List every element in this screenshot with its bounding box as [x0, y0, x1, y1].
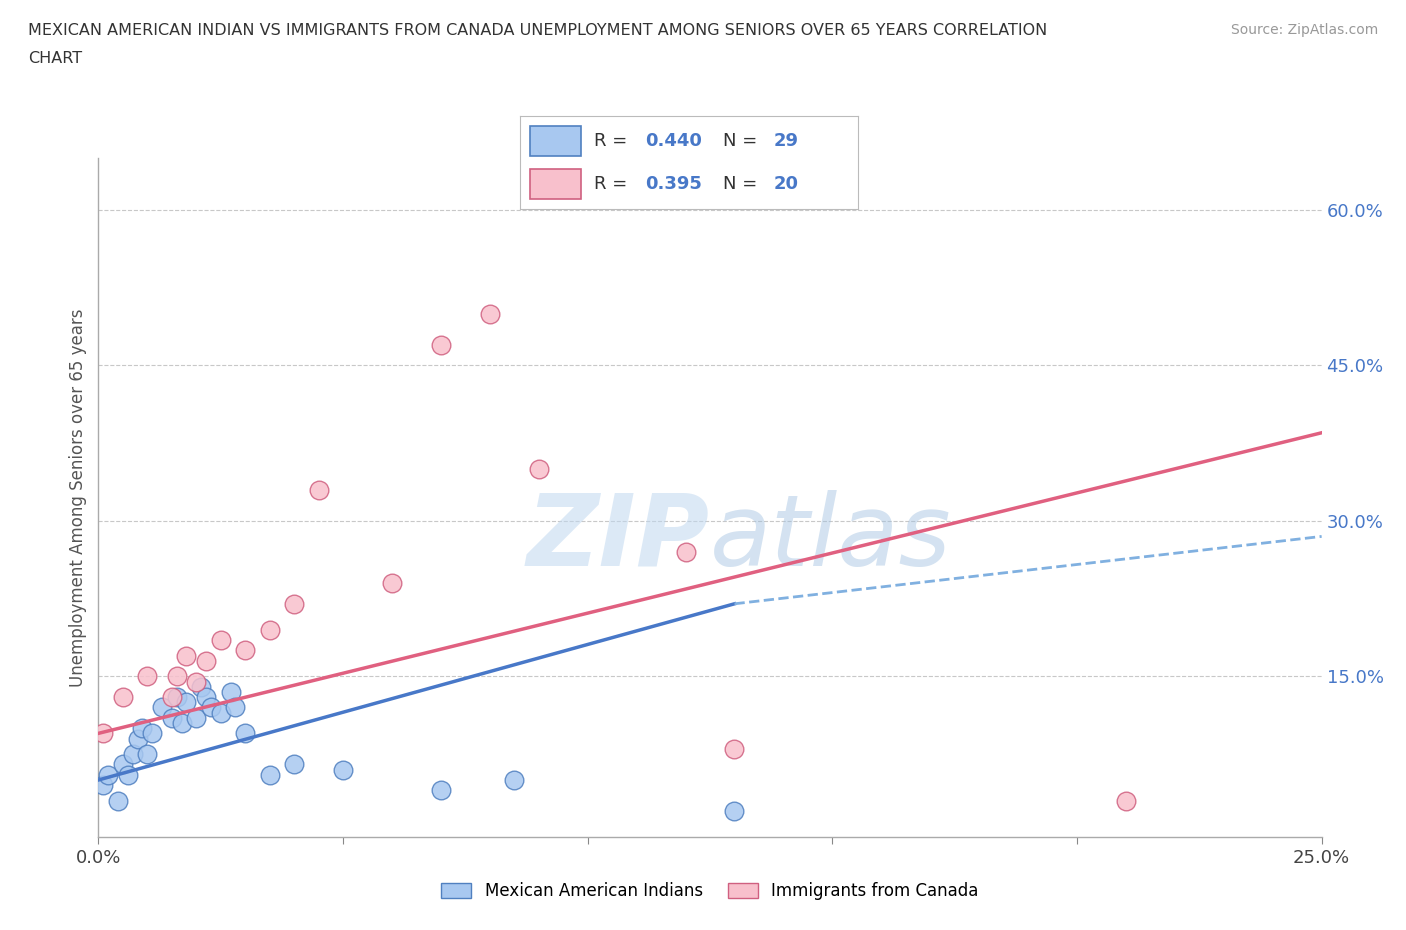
FancyBboxPatch shape — [530, 169, 581, 199]
Point — [219, 684, 242, 699]
Point — [190, 679, 212, 694]
Point — [200, 700, 222, 715]
Point — [136, 669, 159, 684]
Point — [107, 793, 129, 808]
Point — [195, 654, 218, 669]
Legend: Mexican American Indians, Immigrants from Canada: Mexican American Indians, Immigrants fro… — [434, 875, 986, 907]
FancyBboxPatch shape — [530, 126, 581, 156]
Point — [1115, 793, 1137, 808]
Text: MEXICAN AMERICAN INDIAN VS IMMIGRANTS FROM CANADA UNEMPLOYMENT AMONG SENIORS OVE: MEXICAN AMERICAN INDIAN VS IMMIGRANTS FR… — [28, 23, 1047, 38]
Point — [283, 757, 305, 772]
Point — [121, 747, 143, 762]
Text: 20: 20 — [773, 175, 799, 193]
Point — [675, 545, 697, 560]
Point — [160, 690, 183, 705]
Point — [111, 690, 134, 705]
Point — [150, 700, 173, 715]
Point — [503, 773, 526, 788]
Point — [308, 483, 330, 498]
Point — [160, 711, 183, 725]
Point — [209, 632, 232, 647]
Point — [166, 669, 188, 684]
Text: 0.395: 0.395 — [645, 175, 702, 193]
Point — [381, 576, 404, 591]
Text: atlas: atlas — [710, 490, 952, 587]
Point — [233, 643, 256, 658]
Point — [195, 690, 218, 705]
Text: CHART: CHART — [28, 51, 82, 66]
Point — [723, 804, 745, 818]
Point — [141, 726, 163, 741]
Point — [527, 461, 550, 476]
Point — [117, 767, 139, 782]
Point — [723, 741, 745, 756]
Point — [186, 674, 208, 689]
Point — [170, 715, 193, 730]
Point — [332, 763, 354, 777]
Point — [186, 711, 208, 725]
Point — [176, 695, 198, 710]
Text: R =: R = — [595, 132, 634, 151]
Point — [259, 622, 281, 637]
Text: N =: N = — [723, 175, 762, 193]
Point — [478, 306, 501, 321]
Point — [283, 596, 305, 611]
Text: 29: 29 — [773, 132, 799, 151]
Text: 0.440: 0.440 — [645, 132, 702, 151]
Y-axis label: Unemployment Among Seniors over 65 years: Unemployment Among Seniors over 65 years — [69, 309, 87, 686]
Text: N =: N = — [723, 132, 762, 151]
Point — [127, 731, 149, 746]
Point — [166, 690, 188, 705]
Text: Source: ZipAtlas.com: Source: ZipAtlas.com — [1230, 23, 1378, 37]
Point — [136, 747, 159, 762]
Point — [176, 648, 198, 663]
Point — [430, 783, 453, 798]
Text: ZIP: ZIP — [527, 490, 710, 587]
Point — [233, 726, 256, 741]
Point — [209, 705, 232, 720]
Point — [91, 777, 114, 792]
Point — [131, 721, 153, 736]
Text: R =: R = — [595, 175, 634, 193]
Point — [111, 757, 134, 772]
Point — [430, 338, 453, 352]
Point — [224, 700, 246, 715]
Point — [259, 767, 281, 782]
Point — [97, 767, 120, 782]
Point — [91, 726, 114, 741]
